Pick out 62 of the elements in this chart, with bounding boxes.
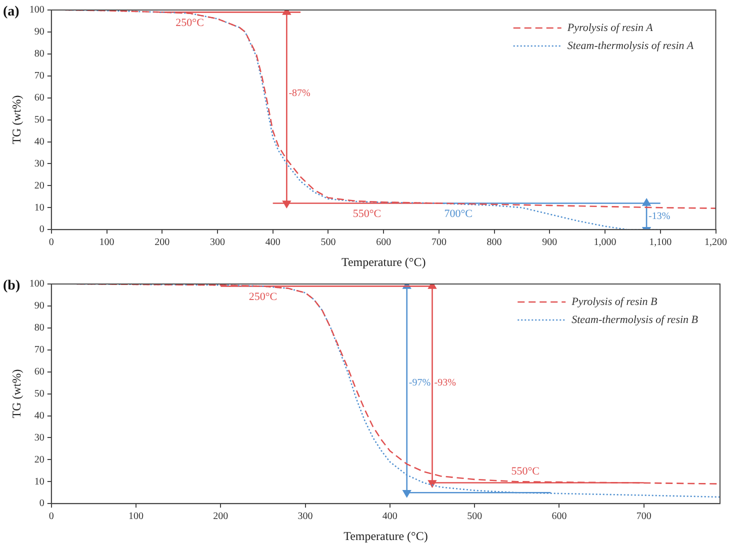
x-tick-label: 400 [382, 511, 398, 522]
x-tick-label: 700 [636, 511, 652, 522]
x-tick-label: 600 [376, 237, 392, 248]
annotation: -97% [408, 377, 431, 388]
annotation: 250°C [248, 291, 278, 304]
x-tick-label: 600 [552, 511, 567, 522]
y-tick-label: 0 [39, 224, 44, 236]
x-tick-label: 400 [265, 237, 280, 248]
y-tick-label: 60 [34, 366, 44, 378]
annotation: -87% [288, 88, 310, 100]
y-tick-label: 10 [34, 476, 44, 488]
annotation: 550°C [352, 208, 382, 220]
x-tick-label: 900 [542, 237, 558, 248]
y-tick-label: 50 [34, 388, 44, 400]
x-tick-label: 1,000 [594, 237, 616, 248]
legend-label: Steam-thermolysis of resin A [567, 40, 694, 52]
y-tick-label: 50 [34, 114, 44, 126]
legend-label: Pyrolysis of resin B [570, 296, 658, 308]
annotation: 700°C [444, 208, 472, 220]
y-tick-label: 80 [34, 322, 44, 334]
y-tick-label: 10 [34, 202, 44, 214]
x-tick-label: 0 [48, 237, 54, 248]
y-tick-label: 20 [34, 454, 44, 466]
y-tick-label: 100 [29, 278, 44, 290]
x-tick-label: 500 [467, 511, 482, 522]
legend-label: Steam-thermolysis of resin B [572, 314, 698, 326]
x-tick-label: 0 [48, 511, 54, 522]
x-tick-label: 1,200 [704, 237, 727, 248]
annotation: 250°C [176, 17, 204, 30]
x-tick-label: 200 [154, 237, 170, 248]
chart-title: (a) [3, 4, 20, 20]
y-tick-label: 100 [29, 4, 44, 16]
x-tick-label: 300 [210, 237, 225, 248]
y-tick-label: 70 [34, 70, 44, 82]
y-axis-title: TG (wt%) [9, 369, 24, 418]
x-tick-label: 100 [99, 237, 114, 248]
y-tick-label: 20 [34, 180, 44, 192]
x-tick-label: 1,100 [649, 237, 672, 248]
y-axis-title: TG (wt%) [9, 95, 24, 144]
annotation: -93% [434, 377, 456, 388]
y-tick-label: 90 [34, 26, 44, 38]
x-tick-label: 300 [298, 511, 313, 522]
y-tick-label: 80 [34, 48, 44, 60]
y-tick-label: 0 [39, 498, 44, 510]
y-tick-label: 30 [34, 432, 44, 444]
y-tick-label: 60 [34, 92, 44, 104]
x-axis-title: Temperature (°C) [344, 528, 428, 543]
chart-title: (b) [3, 278, 20, 294]
y-tick-label: 90 [34, 300, 44, 312]
y-tick-label: 40 [34, 136, 44, 148]
x-tick-label: 200 [213, 511, 228, 522]
x-axis-title: Temperature (°C) [341, 254, 426, 269]
x-tick-label: 500 [320, 237, 336, 248]
legend-label: Pyrolysis of resin A [566, 22, 654, 34]
y-tick-label: 70 [34, 344, 44, 356]
annotation: -13% [648, 211, 670, 222]
x-tick-label: 700 [431, 237, 446, 248]
x-tick-label: 100 [128, 511, 144, 522]
y-tick-label: 40 [34, 410, 44, 422]
y-tick-label: 30 [34, 158, 44, 170]
x-tick-label: 800 [486, 237, 502, 248]
annotation: 550°C [511, 466, 540, 478]
